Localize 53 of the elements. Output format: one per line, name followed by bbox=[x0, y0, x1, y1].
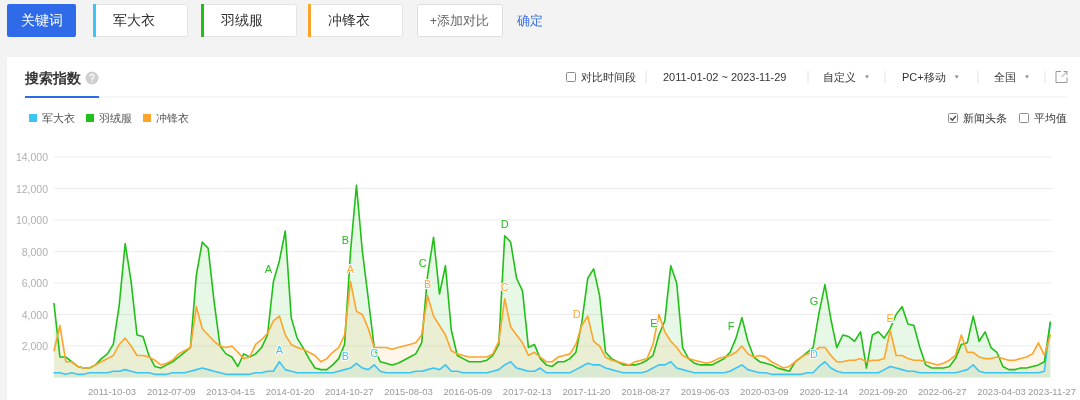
x-tick-label: 2012-07-09 bbox=[147, 385, 196, 397]
text: 军大衣 bbox=[113, 13, 155, 28]
annotation: A bbox=[264, 263, 273, 276]
text: PC+移动 bbox=[902, 71, 946, 83]
y-tick-label: 4,000 bbox=[21, 308, 48, 321]
x-tick-label: 2018-08-27 bbox=[621, 385, 671, 397]
title: 搜索指数 bbox=[25, 70, 81, 86]
text: 全国 bbox=[994, 71, 1016, 83]
x-tick-label: 2013-04-15 bbox=[206, 385, 255, 397]
x-tick-label: 2016-05-09 bbox=[443, 385, 493, 397]
text: 2011-01-02 ~ 2023-11-29 bbox=[663, 71, 787, 83]
annotation: D bbox=[500, 217, 509, 230]
legend-label: 羽绒服 bbox=[99, 112, 132, 124]
annotation: E bbox=[650, 317, 658, 329]
text: 冲锋衣 bbox=[328, 13, 370, 28]
x-tick-label: 2014-10-27 bbox=[324, 385, 374, 397]
text: 新闻头条 bbox=[963, 112, 1007, 124]
x-tick-label: 2023-04-03 bbox=[977, 385, 1026, 397]
x-tick-label: 2020-03-09 bbox=[740, 385, 789, 397]
annotation: F bbox=[727, 320, 735, 333]
x-tick-label: 2023-11-27 bbox=[1028, 385, 1076, 397]
x-tick-label: 2011-10-03 bbox=[88, 385, 136, 397]
x-tick-label: 2017-02-13 bbox=[502, 385, 552, 397]
annotation: B bbox=[341, 350, 350, 363]
x-tick-label: 2020-12-14 bbox=[799, 385, 848, 397]
x-tick-label: 2019-06-03 bbox=[680, 385, 730, 397]
annotation: B bbox=[341, 233, 350, 246]
text: 确定 bbox=[516, 13, 543, 28]
annotation: G bbox=[809, 294, 819, 307]
annotation: A bbox=[275, 343, 284, 356]
y-tick-label: 6,000 bbox=[21, 277, 48, 289]
text: 关键词 bbox=[20, 13, 63, 28]
y-tick-label: 10,000 bbox=[15, 214, 48, 226]
text: 平均值 bbox=[1034, 112, 1067, 124]
text: 自定义 bbox=[823, 71, 856, 83]
text: 对比时间段 bbox=[581, 71, 636, 83]
legend-label: 冲锋衣 bbox=[156, 112, 189, 124]
x-tick-label: 2015-08-03 bbox=[384, 385, 433, 397]
x-tick-label: 2014-01-20 bbox=[265, 385, 315, 397]
y-tick-label: 2,000 bbox=[21, 340, 48, 352]
y-tick-label: 14,000 bbox=[15, 151, 48, 163]
x-tick-label: 2017-11-20 bbox=[562, 385, 611, 397]
y-tick-label: 8,000 bbox=[21, 245, 48, 258]
x-tick-label: 2021-09-20 bbox=[858, 385, 908, 397]
text: 羽绒服 bbox=[220, 13, 263, 28]
text: +添加对比 bbox=[429, 13, 490, 28]
annotation: E bbox=[886, 312, 894, 325]
y-tick-label: 12,000 bbox=[15, 182, 48, 195]
annotation: D bbox=[810, 348, 818, 361]
legend-label: 军大衣 bbox=[42, 112, 75, 124]
x-tick-label: 2022-06-27 bbox=[918, 385, 967, 397]
annotation: D bbox=[572, 307, 581, 320]
annotation: C bbox=[418, 257, 427, 270]
